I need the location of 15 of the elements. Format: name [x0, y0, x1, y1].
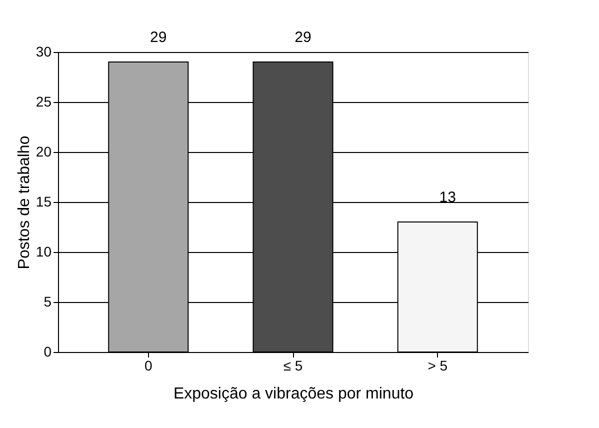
y-tick-label: 25: [36, 94, 52, 110]
y-tick-label: 0: [44, 344, 52, 360]
data-label: 13: [439, 189, 456, 206]
data-label: 29: [150, 29, 167, 46]
x-tick-label: > 5: [428, 358, 448, 374]
x-tick-label: ≤ 5: [283, 358, 303, 374]
x-tick-label: 0: [144, 358, 152, 374]
y-tick-label: 15: [36, 194, 52, 210]
x-axis-title: Exposição a vibrações por minuto: [173, 386, 414, 402]
y-tick-label: 5: [44, 294, 52, 310]
y-tick-label: 30: [36, 44, 52, 60]
y-tick-label: 10: [36, 244, 52, 260]
y-tick-label: 20: [36, 144, 52, 160]
y-axis-title: Postos de trabalho: [16, 136, 33, 270]
data-label: 29: [294, 29, 312, 46]
